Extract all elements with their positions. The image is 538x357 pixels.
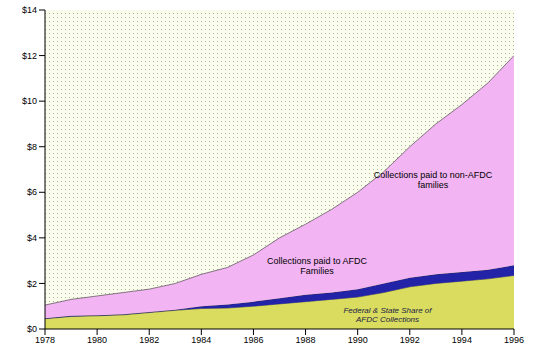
- svg-text:$8: $8: [27, 142, 37, 152]
- svg-text:$10: $10: [22, 96, 37, 106]
- svg-text:1994: 1994: [452, 335, 472, 345]
- html-text:Collections paid to AFDC Famil: Collections paid to AFDC Families: [267, 256, 367, 277]
- svg-text:$14: $14: [22, 5, 37, 15]
- svg-text:1980: 1980: [87, 335, 107, 345]
- svg-text:1982: 1982: [139, 335, 159, 345]
- svg-text:$6: $6: [27, 187, 37, 197]
- svg-text:$4: $4: [27, 233, 37, 243]
- svg-text:1996: 1996: [504, 335, 524, 345]
- svg-text:1978: 1978: [35, 335, 55, 345]
- svg-text:$0: $0: [27, 324, 37, 334]
- svg-text:1984: 1984: [191, 335, 211, 345]
- svg-text:1990: 1990: [348, 335, 368, 345]
- html-text:Federal & State Share of AFDC: Federal & State Share of AFDC Collection…: [343, 306, 432, 325]
- svg-text:1988: 1988: [296, 335, 316, 345]
- svg-text:1992: 1992: [400, 335, 420, 345]
- svg-text:$12: $12: [22, 51, 37, 61]
- html-text:Collections paid to non-AFDC f: Collections paid to non-AFDC families: [373, 170, 493, 191]
- svg-text:1986: 1986: [243, 335, 263, 345]
- svg-text:$2: $2: [27, 279, 37, 289]
